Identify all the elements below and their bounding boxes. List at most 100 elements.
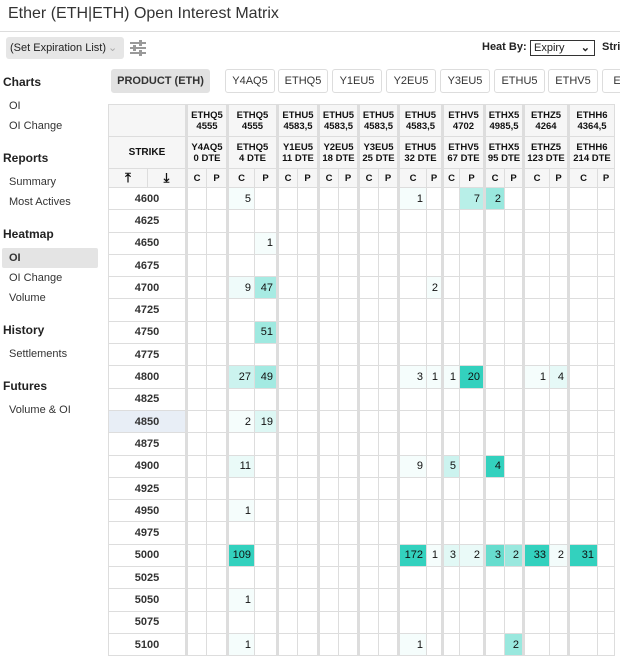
tab-y3eu5[interactable]: Y3EU5 <box>440 69 490 93</box>
call-oi-cell[interactable]: 1 <box>226 632 255 657</box>
put-oi-cell[interactable]: 19 <box>254 409 278 434</box>
expiry-option-header[interactable]: Y1EU5 11 DTE <box>276 136 319 169</box>
sidebar-item[interactable]: Summary <box>9 176 57 188</box>
expiry-option-header[interactable]: ETHZ5 123 DTE <box>522 136 569 169</box>
call-oi-cell <box>317 298 339 322</box>
call-oi-cell <box>441 588 460 612</box>
put-oi-cell <box>459 276 485 300</box>
sidebar-item[interactable]: Volume & OI <box>9 404 71 416</box>
expiry-option-header[interactable]: ETHH6 214 DTE <box>567 136 615 169</box>
call-oi-cell[interactable]: 1 <box>441 365 460 389</box>
call-oi-cell[interactable]: 9 <box>226 276 255 300</box>
header-row-options: STRIKE Y4AQ5 0 DTE ETHQ5 4 DTE Y1EU5 11 DTE Y2E… <box>108 136 615 169</box>
expiry-option-header[interactable]: ETHV5 67 DTE <box>441 136 485 169</box>
call-oi-cell[interactable]: 31 <box>567 543 598 568</box>
sidebar-item[interactable]: Volume <box>9 292 46 304</box>
put-oi-cell <box>254 298 278 322</box>
heat-by-select[interactable]: Expiry ⌄ <box>530 40 595 56</box>
expiry-option-header[interactable]: ETHX5 95 DTE <box>483 136 524 169</box>
put-oi-cell <box>338 543 359 568</box>
tab-ethq5[interactable]: ETHQ5 <box>278 69 328 93</box>
put-oi-cell <box>459 253 485 278</box>
sidebar-item[interactable]: OI Change <box>9 120 63 132</box>
call-oi-cell[interactable]: 109 <box>226 543 255 568</box>
call-oi-cell[interactable]: 172 <box>397 543 427 568</box>
sort-descending-icon[interactable]: ⤓ <box>147 168 187 188</box>
table-row: 4900 11 9 5 4 <box>108 454 615 478</box>
sort-ascending-icon[interactable]: ⤒ <box>108 168 148 188</box>
tab-y4aq5[interactable]: Y4AQ5 <box>225 69 275 93</box>
put-oi-cell <box>297 432 319 456</box>
put-oi-cell <box>426 409 443 434</box>
filter-settings-icon[interactable] <box>129 40 147 56</box>
put-oi-cell[interactable]: 1 <box>254 231 278 255</box>
tab-ethu5[interactable]: ETHU5 <box>494 69 545 93</box>
call-oi-cell[interactable]: 33 <box>522 543 550 568</box>
sidebar-item[interactable]: OI Change <box>9 272 63 284</box>
call-oi-cell[interactable]: 3 <box>397 365 427 389</box>
call-oi-cell[interactable]: 27 <box>226 365 255 389</box>
call-oi-cell[interactable]: 2 <box>483 186 505 211</box>
put-oi-cell[interactable]: 49 <box>254 365 278 389</box>
call-oi-cell[interactable]: 1 <box>226 588 255 612</box>
put-oi-cell[interactable]: 20 <box>459 365 485 389</box>
put-oi-cell[interactable]: 47 <box>254 276 278 300</box>
tab-e[interactable]: E <box>602 69 620 93</box>
call-oi-cell[interactable]: 1 <box>226 499 255 523</box>
call-oi-cell <box>357 454 379 478</box>
call-oi-cell[interactable]: 3 <box>483 543 505 568</box>
tab-y2eu5[interactable]: Y2EU5 <box>386 69 436 93</box>
put-oi-cell <box>426 209 443 233</box>
put-oi-cell[interactable]: 2 <box>504 543 524 568</box>
put-header: P <box>459 168 485 188</box>
put-oi-cell[interactable]: 4 <box>549 365 569 389</box>
call-oi-cell <box>522 276 550 300</box>
put-oi-cell <box>459 521 485 545</box>
expiry-option-header[interactable]: Y3EU5 25 DTE <box>357 136 399 169</box>
call-oi-cell <box>185 521 207 545</box>
call-oi-cell <box>357 521 379 545</box>
tab-y1eu5[interactable]: Y1EU5 <box>332 69 382 93</box>
put-oi-cell[interactable]: 51 <box>254 320 278 345</box>
put-oi-cell <box>338 588 359 612</box>
expiry-option-header[interactable]: Y2EU5 18 DTE <box>317 136 359 169</box>
call-oi-cell[interactable]: 1 <box>397 186 427 211</box>
call-oi-cell <box>276 632 298 657</box>
put-oi-cell <box>549 387 569 411</box>
sidebar-item[interactable]: Settlements <box>9 348 68 360</box>
call-oi-cell[interactable]: 1 <box>522 365 550 389</box>
put-oi-cell[interactable]: 1 <box>426 543 443 568</box>
expiry-option-header[interactable]: ETHQ5 4 DTE <box>226 136 278 169</box>
put-oi-cell[interactable]: 2 <box>504 632 524 657</box>
expiry-option-header[interactable]: Y4AQ5 0 DTE <box>185 136 228 169</box>
sidebar-item[interactable]: OI <box>9 100 21 112</box>
call-oi-cell[interactable]: 5 <box>226 186 255 211</box>
tab-product-eth-[interactable]: PRODUCT (ETH) <box>111 69 210 93</box>
call-oi-cell[interactable]: 5 <box>441 454 460 478</box>
call-oi-cell[interactable]: 3 <box>441 543 460 568</box>
expiry-option-header[interactable]: ETHU5 32 DTE <box>397 136 443 169</box>
call-oi-cell[interactable]: 2 <box>226 409 255 434</box>
put-oi-cell[interactable]: 2 <box>549 543 569 568</box>
expiry-future-header: ETHQ5 4555 <box>226 104 278 137</box>
put-oi-cell[interactable]: 2 <box>426 276 443 300</box>
tab-ethv5[interactable]: ETHV5 <box>548 69 598 93</box>
put-oi-cell[interactable]: 1 <box>426 365 443 389</box>
call-oi-cell <box>276 209 298 233</box>
call-oi-cell[interactable]: 9 <box>397 454 427 478</box>
put-oi-cell[interactable]: 2 <box>459 543 485 568</box>
put-oi-cell <box>504 588 524 612</box>
put-oi-cell <box>338 387 359 411</box>
sidebar-item[interactable]: OI <box>2 248 98 268</box>
sidebar-item[interactable]: Most Actives <box>9 196 71 208</box>
put-oi-cell[interactable]: 7 <box>459 186 485 211</box>
call-oi-cell <box>441 566 460 590</box>
put-oi-cell <box>426 387 443 411</box>
call-oi-cell[interactable]: 11 <box>226 454 255 478</box>
expiration-list-dropdown[interactable]: (Set Expiration List) ⌄ <box>6 37 124 59</box>
put-oi-cell <box>504 432 524 456</box>
call-header: C <box>276 168 298 188</box>
call-oi-cell[interactable]: 1 <box>397 632 427 657</box>
call-oi-cell[interactable]: 4 <box>483 454 505 478</box>
put-oi-cell <box>459 343 485 367</box>
